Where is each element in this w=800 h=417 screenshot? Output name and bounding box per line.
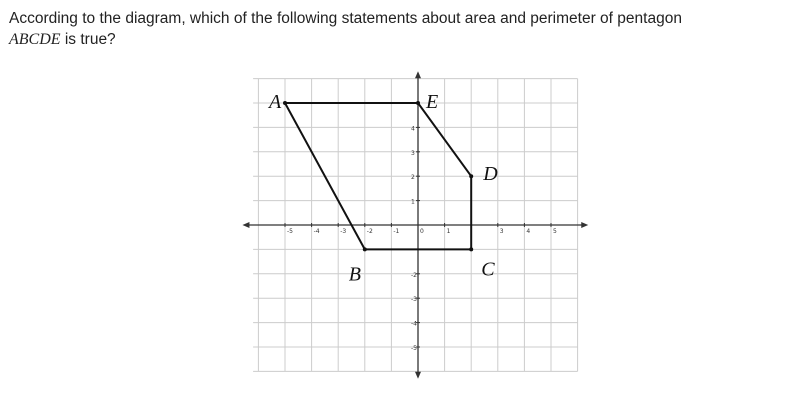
x-tick-label: -3	[340, 228, 346, 235]
x-tick-label: 0	[420, 228, 424, 235]
arrow	[415, 71, 421, 79]
y-tick-label: 1	[411, 199, 415, 206]
y-tick-label: -2	[411, 272, 417, 279]
vertex-label: B	[349, 263, 361, 285]
vertex-label: A	[267, 91, 282, 113]
question-text: is true?	[60, 31, 116, 48]
y-tick-label: -5	[411, 345, 417, 352]
arrow	[242, 222, 250, 228]
question-line: ABCDE is true?	[9, 31, 116, 49]
vertex-label: D	[482, 163, 498, 185]
x-tick-label: -5	[287, 228, 293, 235]
x-tick-label: 1	[447, 228, 451, 235]
vertex	[469, 174, 474, 179]
vertex-label: E	[425, 91, 438, 113]
y-tick-label: 4	[411, 125, 415, 132]
pentagon	[283, 102, 473, 251]
vertex	[362, 247, 367, 252]
arrow	[581, 222, 589, 228]
question-line: According to the diagram, which of the f…	[9, 10, 682, 27]
x-tick-label: 3	[500, 228, 504, 235]
math-text: ABCDE	[9, 31, 61, 48]
vertex-label: C	[481, 258, 495, 280]
vertex	[469, 247, 474, 252]
x-tick-label: 4	[526, 228, 530, 235]
y-tick-label: 3	[411, 150, 415, 157]
vertex	[416, 101, 420, 105]
x-tick-label: -4	[314, 228, 320, 235]
y-tick-label: -3	[411, 296, 417, 303]
y-tick-label: 2	[411, 174, 415, 181]
vertex	[283, 101, 287, 105]
x-tick-label: -2	[367, 228, 373, 235]
x-tick-label: -1	[393, 228, 399, 235]
x-tick-label: 5	[553, 228, 557, 235]
arrow	[415, 371, 421, 379]
y-tick-label: -4	[411, 321, 417, 328]
